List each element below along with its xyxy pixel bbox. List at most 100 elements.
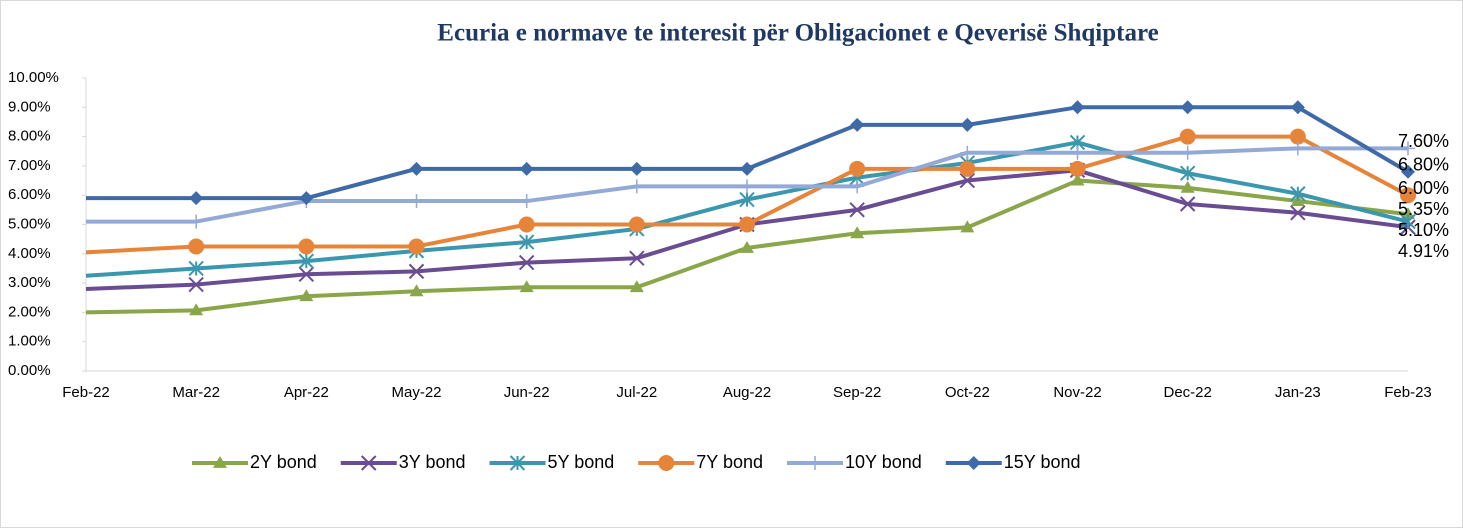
legend-label: 5Y bond bbox=[548, 452, 615, 472]
point bbox=[518, 216, 535, 233]
point bbox=[739, 216, 755, 233]
legend-label: 10Y bond bbox=[845, 452, 922, 472]
point bbox=[1070, 145, 1085, 160]
point bbox=[519, 161, 534, 176]
point bbox=[299, 191, 314, 206]
point bbox=[1289, 128, 1306, 145]
y-tick-label: 1.00% bbox=[8, 333, 51, 350]
y-tick-label: 4.00% bbox=[8, 245, 51, 262]
point bbox=[960, 220, 975, 233]
point bbox=[850, 179, 865, 194]
y-tick-label: 3.00% bbox=[8, 274, 51, 291]
value-label: 4.91% bbox=[1398, 241, 1449, 261]
x-tick-label: May-22 bbox=[391, 384, 441, 401]
point bbox=[409, 284, 424, 297]
point bbox=[298, 238, 315, 255]
y-tick-label: 0.00% bbox=[8, 362, 51, 379]
point bbox=[1400, 187, 1416, 204]
value-label: 6.00% bbox=[1398, 178, 1449, 198]
point bbox=[1070, 173, 1085, 186]
point bbox=[188, 260, 204, 277]
point bbox=[1070, 100, 1085, 115]
point bbox=[959, 160, 976, 177]
point bbox=[1179, 128, 1196, 145]
value-label: 5.10% bbox=[1398, 220, 1449, 240]
point bbox=[519, 194, 534, 209]
point bbox=[1290, 100, 1305, 115]
y-tick-label: 6.00% bbox=[8, 186, 51, 203]
point bbox=[1401, 141, 1415, 156]
point bbox=[1179, 196, 1196, 212]
x-tick-label: Jun-22 bbox=[504, 384, 550, 401]
x-tick-label: Feb-22 bbox=[62, 384, 110, 401]
y-tick-label: 2.00% bbox=[8, 303, 51, 320]
point bbox=[1069, 160, 1086, 177]
point bbox=[189, 191, 204, 206]
point bbox=[740, 179, 754, 194]
chart-title: Ecuria e normave te interesit për Obliga… bbox=[437, 20, 1158, 47]
point bbox=[1290, 141, 1305, 156]
point bbox=[850, 226, 865, 239]
legend-label: 7Y bond bbox=[696, 452, 763, 472]
point bbox=[959, 172, 976, 189]
x-tick-label: Apr-22 bbox=[284, 384, 329, 401]
point bbox=[960, 145, 975, 160]
x-tick-label: Nov-22 bbox=[1053, 384, 1101, 401]
point bbox=[629, 179, 644, 194]
legend-marker bbox=[213, 456, 227, 468]
point bbox=[1400, 213, 1416, 230]
legend-label: 15Y bond bbox=[1004, 452, 1081, 472]
y-tick-label: 7.00% bbox=[8, 157, 51, 174]
point bbox=[739, 191, 755, 208]
legend-marker bbox=[509, 455, 526, 471]
point bbox=[298, 266, 315, 283]
legend-label: 3Y bond bbox=[399, 452, 466, 472]
legend-marker bbox=[966, 456, 981, 470]
point bbox=[1180, 145, 1195, 160]
point bbox=[1290, 186, 1306, 202]
x-tick-label: Mar-22 bbox=[172, 384, 220, 401]
point bbox=[189, 214, 204, 229]
y-tick-label: 9.00% bbox=[8, 98, 51, 115]
value-label: 6.80% bbox=[1398, 155, 1449, 175]
point bbox=[628, 216, 645, 233]
point bbox=[189, 303, 204, 316]
point bbox=[1180, 180, 1195, 193]
point bbox=[960, 117, 975, 132]
point bbox=[409, 161, 424, 176]
point bbox=[629, 161, 644, 176]
x-tick-label: Oct-22 bbox=[945, 384, 990, 401]
point bbox=[408, 238, 425, 255]
x-tick-label: Sep-22 bbox=[833, 384, 881, 401]
point bbox=[409, 194, 424, 209]
value-label: 7.60% bbox=[1398, 131, 1449, 151]
x-tick-label: Dec-22 bbox=[1163, 384, 1211, 401]
value-label: 5.35% bbox=[1398, 199, 1449, 219]
point bbox=[519, 280, 534, 293]
point bbox=[408, 263, 425, 280]
point bbox=[518, 234, 535, 250]
legend: 2Y bond 3Y bond 5Y bond 7Y bond 10Y bond 15Y … bbox=[192, 452, 1081, 472]
point bbox=[629, 250, 645, 266]
point bbox=[188, 276, 204, 293]
y-tick-label: 5.00% bbox=[8, 215, 51, 232]
point bbox=[518, 254, 535, 271]
point bbox=[1401, 207, 1415, 220]
point bbox=[298, 253, 315, 269]
x-tick-label: Aug-22 bbox=[723, 384, 771, 401]
point bbox=[1290, 205, 1306, 221]
point bbox=[299, 289, 314, 302]
y-tick-label: 10.00% bbox=[8, 69, 59, 86]
legend-marker bbox=[808, 456, 822, 470]
point bbox=[1180, 100, 1195, 115]
point bbox=[740, 240, 754, 253]
point bbox=[849, 202, 865, 218]
point bbox=[850, 117, 865, 132]
legend-marker bbox=[361, 455, 377, 471]
legend-marker bbox=[658, 455, 675, 471]
x-tick-label: Feb-23 bbox=[1384, 384, 1432, 401]
point bbox=[740, 161, 754, 176]
point bbox=[188, 238, 205, 255]
